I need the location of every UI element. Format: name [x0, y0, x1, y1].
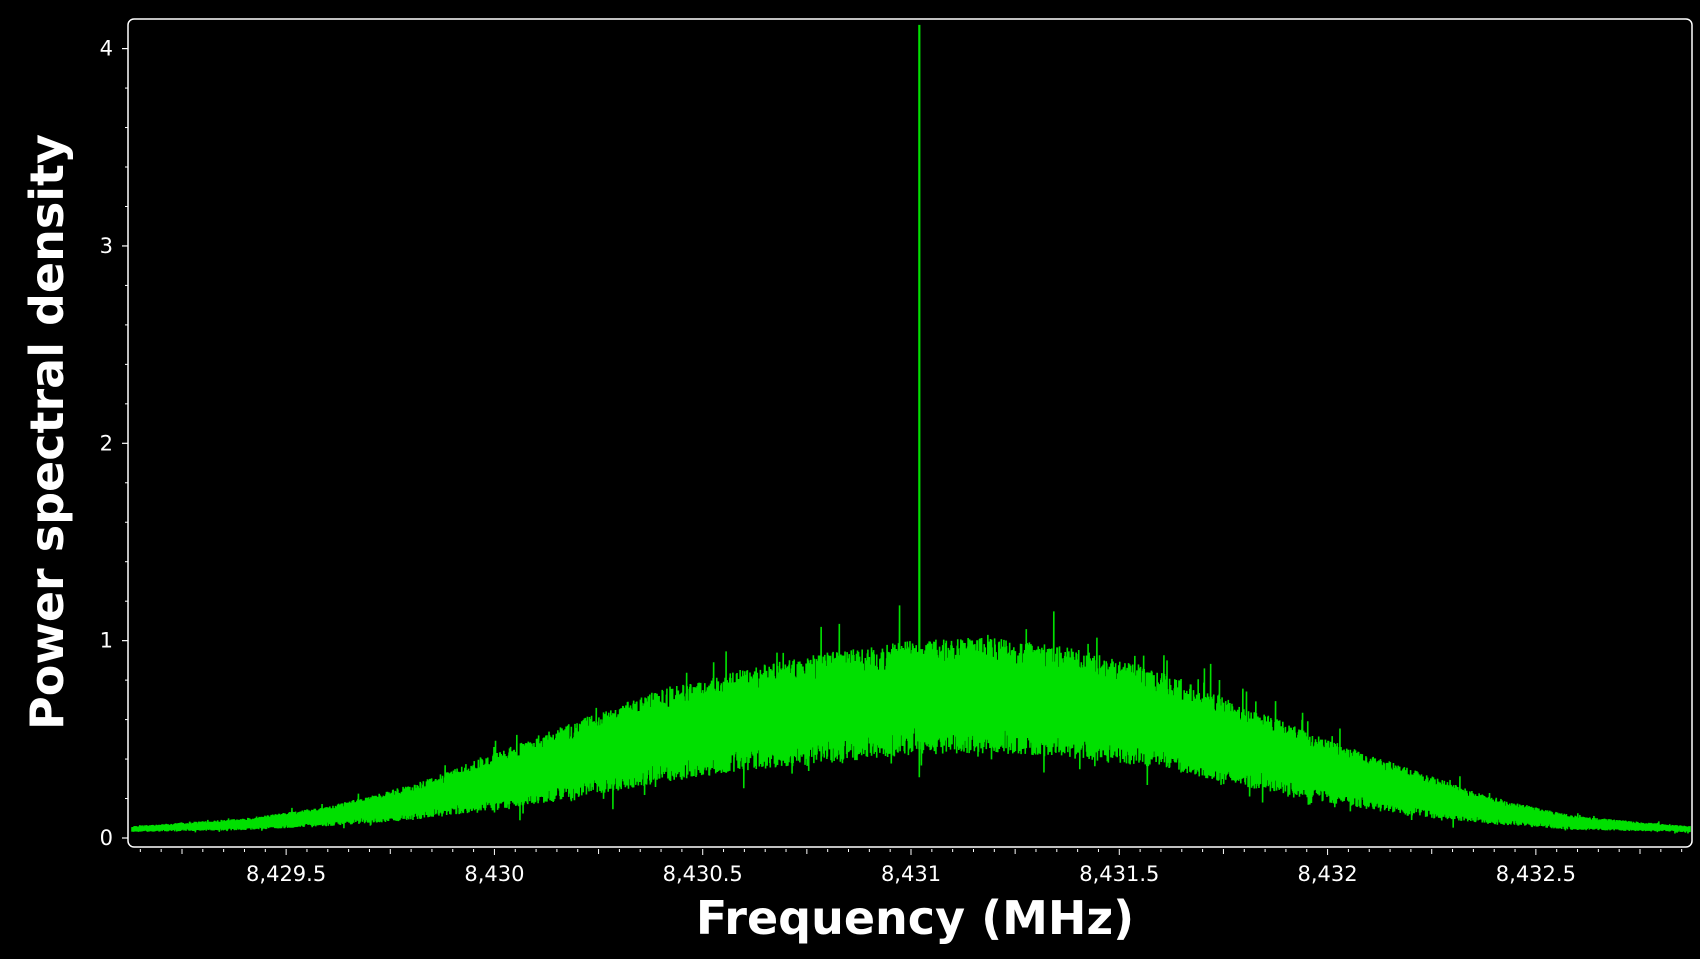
x-tick-label: 8,430.5: [663, 862, 743, 886]
y-tick-label: 0: [100, 826, 113, 850]
y-axis: 0 1 2 3 4: [100, 37, 128, 850]
y-axis-title: Power spectral density: [20, 134, 74, 730]
y-tick-label: 4: [100, 37, 113, 61]
x-tick-label: 8,430: [464, 862, 524, 886]
x-tick-label: 8,431.5: [1079, 862, 1159, 886]
x-tick-label: 8,429.5: [246, 862, 326, 886]
plot-area-frame: [127, 18, 1693, 848]
spectrum-trace-layer: [131, 24, 1691, 834]
y-tick-label: 2: [100, 431, 113, 455]
y-tick-label: 1: [100, 629, 113, 653]
spectrum-trace: [131, 605, 1691, 834]
x-axis: 8,429.5 8,430 8,430.5 8,431 8,431.5 8,432 8,43…: [139, 849, 1683, 886]
x-tick-label: 8,431: [881, 862, 941, 886]
y-tick-label: 3: [100, 234, 113, 258]
x-axis-title: Frequency (MHz): [696, 891, 1134, 945]
x-tick-label: 8,432: [1298, 862, 1358, 886]
x-tick-label: 8,432.5: [1496, 862, 1576, 886]
